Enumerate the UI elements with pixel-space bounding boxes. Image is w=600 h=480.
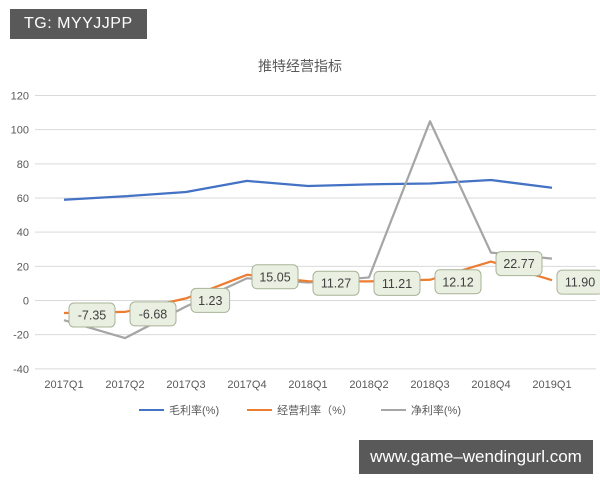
- data-label-box: [434, 269, 482, 295]
- data-label: 22.77: [503, 257, 534, 271]
- data-label: 15.05: [259, 270, 290, 284]
- data-label: 11.90: [565, 276, 595, 290]
- x-tick-label: 2017Q4: [227, 379, 266, 391]
- legend-item-2: 净利率(%): [380, 402, 461, 418]
- data-label-box: [556, 269, 600, 295]
- data-label-box: [68, 302, 116, 328]
- data-label: 11.27: [321, 277, 351, 291]
- data-label-box: [495, 251, 543, 277]
- data-label: -7.35: [78, 309, 107, 323]
- data-label: 11.21: [382, 277, 412, 291]
- y-tick-label: 40: [17, 227, 29, 239]
- watermark-url: www.game–wendingurl.com: [359, 440, 593, 474]
- data-label-box: [129, 301, 177, 327]
- chart-legend: 毛利率(%) 经营利率（%） 净利率(%): [0, 402, 600, 418]
- legend-item-1: 经营利率（%）: [247, 402, 353, 418]
- series-line-0: [63, 178, 553, 201]
- y-tick-label: 100: [11, 125, 29, 137]
- x-tick-label: 2018Q3: [410, 379, 449, 391]
- x-tick-label: 2017Q3: [166, 379, 205, 391]
- y-tick-label: 120: [11, 90, 29, 102]
- x-tick-label: 2017Q1: [44, 379, 83, 391]
- data-label: -6.68: [139, 307, 168, 321]
- legend-label: 经营利率（%）: [277, 405, 353, 417]
- y-tick-label: -40: [13, 364, 29, 376]
- legend-label: 净利率(%): [410, 405, 461, 417]
- data-label-box: [251, 264, 299, 290]
- legend-marker: [139, 409, 164, 411]
- x-tick-label: 2017Q2: [105, 379, 144, 391]
- x-tick-label: 2018Q2: [349, 379, 388, 391]
- data-label-box: [190, 287, 231, 313]
- x-tick-label: 2018Q4: [471, 379, 510, 391]
- legend-marker: [247, 409, 273, 411]
- data-label-box: [373, 270, 421, 296]
- legend-label: 毛利率(%): [169, 405, 220, 417]
- y-tick-label: 20: [17, 261, 29, 273]
- chart-title: 推特经营指标: [258, 58, 342, 74]
- legend-item-0: 毛利率(%): [139, 402, 219, 418]
- x-tick-label: 2018Q1: [288, 379, 327, 391]
- data-label: 12.12: [442, 275, 473, 289]
- y-tick-label: -20: [13, 330, 29, 342]
- y-tick-label: 80: [17, 159, 29, 171]
- x-tick-label: 2019Q1: [532, 379, 571, 391]
- data-label: 1.23: [198, 294, 222, 308]
- y-tick-label: 0: [23, 296, 29, 308]
- data-label-box: [312, 270, 360, 296]
- y-tick-label: 60: [17, 193, 29, 205]
- watermark-badge: TG: MYYJJPP: [10, 9, 147, 39]
- series-line-2: [63, 120, 553, 340]
- legend-marker: [380, 409, 406, 411]
